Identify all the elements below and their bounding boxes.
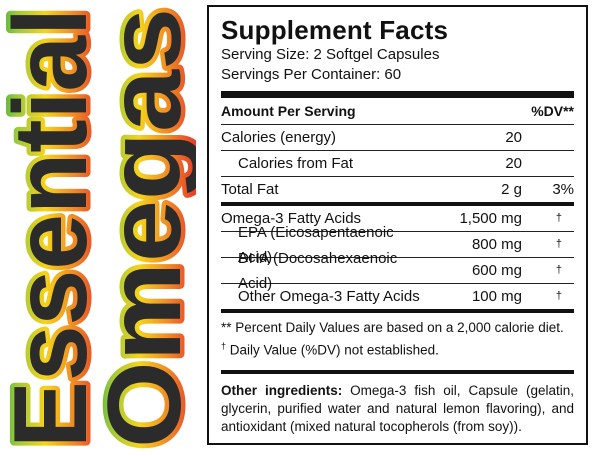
nutrient-amount: 100 mg: [471, 288, 522, 305]
nutrient-amount: 600 mg: [471, 262, 522, 279]
nutrient-dv: †: [555, 238, 562, 250]
nutrient-name: Total Fat: [221, 181, 279, 198]
nutrient-name: EPA (Eicosapentaenoic Acid): [238, 223, 394, 266]
thick-divider: [221, 91, 574, 98]
footnote-dv: ** Percent Daily Values are based on a 2…: [221, 320, 564, 335]
ingredients-label: Other ingredients:: [221, 382, 343, 398]
ingredients-divider: [221, 369, 574, 374]
dv-header-label: %DV**: [531, 102, 574, 119]
nutrient-amount: 2 g: [501, 181, 522, 198]
nutrient-amount: 20: [505, 155, 522, 172]
facts-title: Supplement Facts: [221, 15, 449, 45]
dagger-mark: †: [221, 341, 227, 351]
serving-size: Serving Size: 2 Softgel Capsules: [221, 46, 440, 63]
ingredients-text: Omega-3 fish oil, Capsule (gelatin, glyc…: [221, 382, 574, 434]
nutrient-dv: 3%: [552, 181, 574, 198]
nutrient-dv: †: [555, 212, 562, 224]
nutrient-amount: 1,500 mg: [459, 210, 522, 227]
nutrient-row: DHA (Docosahexaenoic Acid) 600 mg †: [221, 250, 574, 292]
footnote-dagger-text: Daily Value (%DV) not established.: [226, 342, 439, 358]
brand-line-1: Essential: [0, 8, 109, 448]
other-ingredients: Other ingredients: Omega-3 fish oil, Cap…: [221, 374, 574, 436]
nutrient-row: Calories from Fat 20: [221, 151, 574, 177]
nutrient-name: DHA (Docosahexaenoic Acid): [238, 249, 398, 292]
nutrient-name: Omega-3 Fatty Acids: [221, 210, 362, 227]
nutrient-name: Calories from Fat: [238, 155, 354, 172]
nutrient-row: EPA (Eicosapentaenoic Acid) 800 mg †: [221, 224, 574, 266]
footnote-dagger: † Daily Value (%DV) not established.: [221, 337, 574, 360]
brand-title: Essential Omegas: [0, 0, 196, 456]
footnotes: ** Percent Daily Values are based on a 2…: [221, 313, 574, 370]
servings-per-container: Servings Per Container: 60: [221, 66, 402, 83]
supplement-facts-panel: Supplement Facts Serving Size: 2 Softgel…: [207, 5, 588, 445]
nutrient-dv: †: [555, 264, 562, 276]
nutrient-amount: 800 mg: [471, 236, 522, 253]
nutrient-row: Other Omega-3 Fatty Acids 100 mg †: [221, 284, 574, 313]
nutrient-row: Calories (energy) 20: [221, 125, 574, 151]
amount-per-serving-label: Amount Per Serving: [221, 102, 356, 119]
nutrient-name: Calories (energy): [221, 129, 337, 146]
amount-header-row: Amount Per Serving %DV**: [221, 98, 574, 125]
nutrient-name: Other Omega-3 Fatty Acids: [238, 288, 420, 305]
nutrient-dv: †: [555, 290, 562, 302]
nutrient-row: Total Fat 2 g 3%: [221, 177, 574, 206]
nutrient-row: Omega-3 Fatty Acids 1,500 mg †: [221, 206, 574, 232]
nutrient-amount: 20: [505, 129, 522, 146]
brand-line-2: Omegas: [87, 8, 196, 448]
